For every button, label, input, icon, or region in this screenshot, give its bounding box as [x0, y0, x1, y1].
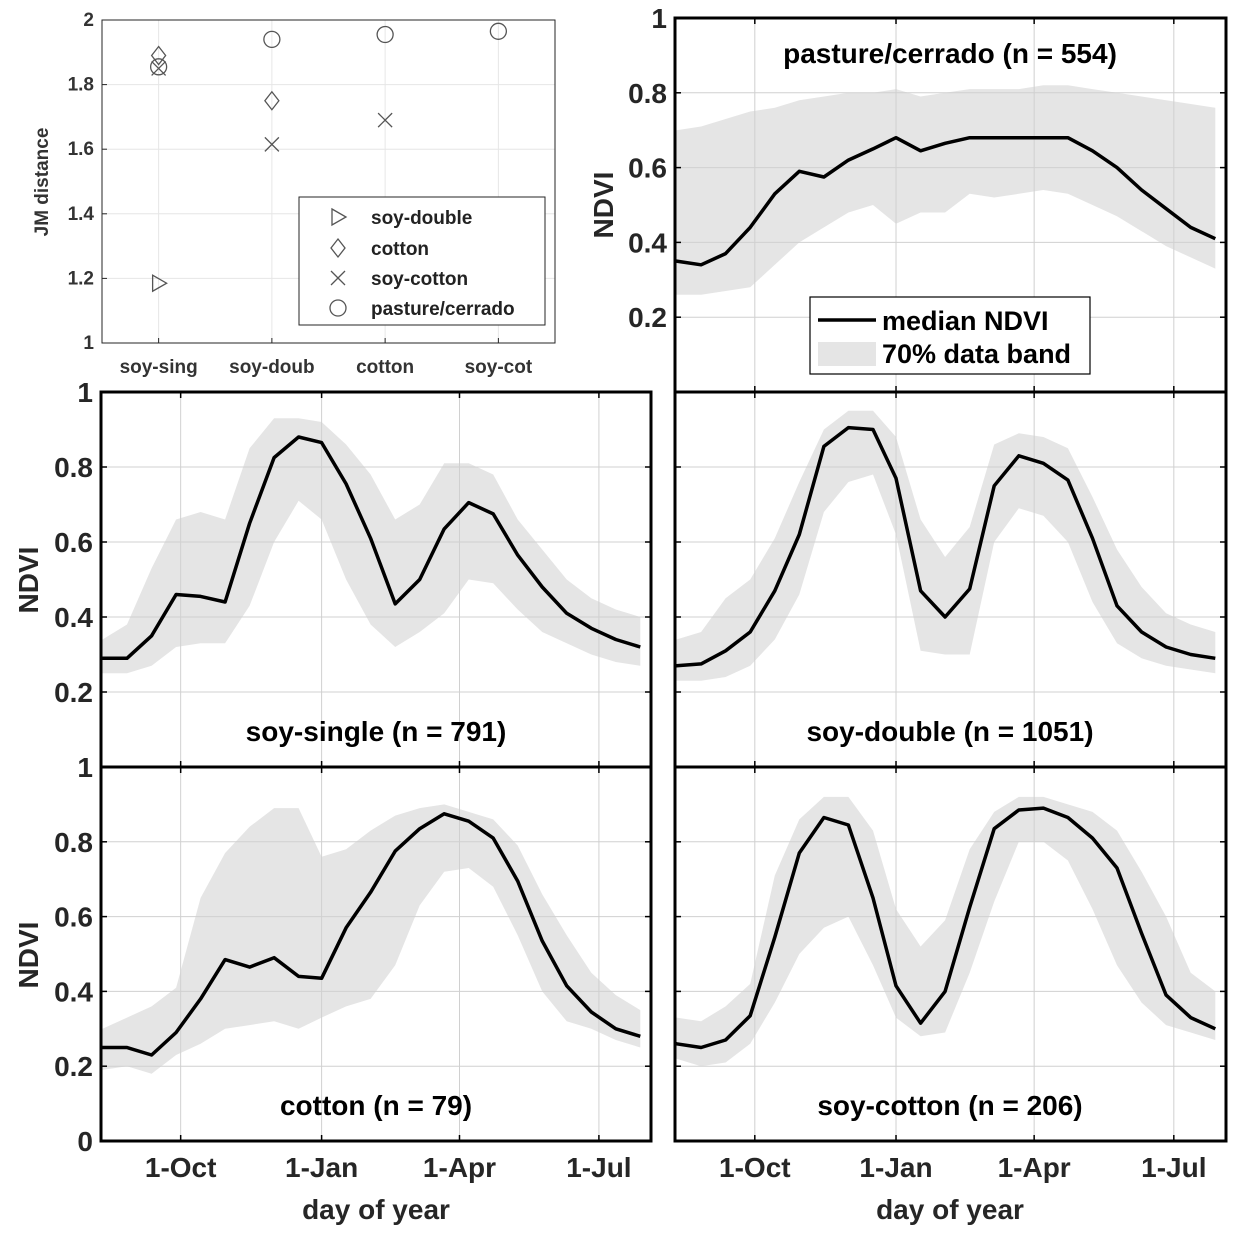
cotton-data-band — [101, 804, 641, 1074]
jm-legend-label-pasture-cerrado: pasture/cerrado — [371, 299, 515, 320]
pasture-ytick-label: 0.2 — [628, 302, 667, 333]
legend-band-label: 70% data band — [882, 339, 1071, 369]
jm-legend-label-soy-double: soy-double — [371, 208, 472, 229]
jm-legend-label-cotton: cotton — [371, 239, 429, 260]
cotton-panel: cotton (n = 79) NDVI day of year 0 0.2 0.4… — [13, 752, 653, 1225]
jm-point-x — [377, 112, 393, 128]
jm-legend-box — [298, 196, 546, 326]
cotton-title: cotton (n = 79) — [280, 1090, 472, 1121]
soy-double-median-line — [675, 425, 1216, 668]
soy-double-data-band — [675, 410, 1216, 681]
pasture-legend: median NDVI 70% data band — [809, 296, 1091, 375]
cotton-median-line — [101, 812, 641, 1057]
jm-point-circle — [263, 30, 281, 49]
cotton-ylabel: NDVI — [13, 922, 44, 989]
pasture-ytick-label: 1 — [651, 3, 667, 34]
cotton-frame-overlay — [99, 765, 653, 1143]
pasture-ytick-label: 0.8 — [628, 78, 667, 109]
cotton-ytick-label: 0.8 — [54, 827, 93, 858]
jm-point-diamond — [264, 90, 280, 111]
jm-axes-frame — [101, 19, 556, 344]
jm-ylabel: JM distance — [32, 128, 53, 237]
soy-single-ytick-label: 0.6 — [54, 527, 93, 558]
cotton-xtick-label: 1-Oct — [145, 1152, 217, 1183]
jm-point-circle — [149, 58, 168, 76]
soy-single-data-band — [101, 418, 641, 674]
jm-ytick-label: 1.6 — [68, 139, 94, 160]
jm-point-x — [264, 136, 280, 152]
pasture-title: pasture/cerrado (n = 554) — [783, 38, 1117, 69]
soy-cotton-data-band — [675, 796, 1216, 1067]
jm-points — [149, 22, 508, 293]
cotton-ytick-label: 0.2 — [54, 1051, 93, 1082]
jm-legend-label-soy-cotton: soy-cotton — [371, 269, 468, 290]
soy-single-median-line — [101, 435, 641, 661]
soy-cotton-frame-overlay — [673, 765, 1228, 1143]
jm-point-diamond — [150, 45, 167, 66]
soy-cotton-xtick-label: 1-Jan — [859, 1152, 932, 1183]
soy-single-ytick-label: 0.2 — [54, 677, 93, 708]
jm-ytick-label: 1.2 — [68, 268, 94, 289]
cotton-ytick-label: 1 — [77, 752, 93, 783]
jm-distance-panel: JM distance soy-sing soy-doub cotton soy-co… — [32, 10, 556, 378]
jm-legend: soy-double cotton soy-cotton pasture/cer… — [298, 196, 546, 326]
soy-cotton-xtick-label: 1-Oct — [719, 1152, 791, 1183]
legend-median-label: median NDVI — [882, 306, 1049, 336]
jm-legend-marker-x — [330, 270, 346, 286]
jm-ytick-label: 2 — [83, 10, 94, 31]
jm-legend-marker-diamond — [330, 237, 346, 259]
legend-band-swatch — [818, 342, 876, 366]
cotton-ytick-label: 0.6 — [54, 902, 93, 933]
jm-xtick-label: cotton — [356, 357, 414, 378]
cotton-xtick-label: 1-Apr — [423, 1152, 496, 1183]
soy-single-ytick-label: 0.8 — [54, 452, 93, 483]
pasture-ylabel: NDVI — [588, 172, 619, 239]
soy-cotton-title: soy-cotton (n = 206) — [817, 1090, 1082, 1121]
cotton-plot-area — [99, 765, 653, 1143]
jm-ytick-label: 1 — [83, 333, 94, 354]
soy-single-title: soy-single (n = 791) — [246, 716, 507, 747]
jm-xtick-label: soy-sing — [120, 357, 198, 378]
cotton-ytick-label: 0 — [77, 1126, 93, 1157]
pasture-median-line — [675, 135, 1217, 267]
soy-cotton-xtick-label: 1-Apr — [998, 1152, 1071, 1183]
soy-single-ytick-label: 1 — [77, 377, 93, 408]
jm-point-circle — [376, 25, 394, 44]
soy-double-title: soy-double (n = 1051) — [806, 716, 1093, 747]
cotton-xtick-label: 1-Jul — [566, 1152, 631, 1183]
jm-xtick-label: soy-doub — [229, 357, 315, 378]
cotton-xlabel: day of year — [302, 1194, 450, 1225]
jm-xtick-label: soy-cot — [465, 357, 533, 378]
cotton-ytick-label: 0.4 — [54, 976, 93, 1007]
jm-legend-marker-triangle-right — [331, 207, 348, 227]
soy-cotton-xlabel: day of year — [876, 1194, 1024, 1225]
soy-single-ylabel: NDVI — [13, 547, 44, 614]
soy-cotton-median-line — [675, 806, 1217, 1050]
jm-ytick-label: 1.4 — [68, 204, 95, 225]
pasture-ytick-label: 0.6 — [628, 153, 667, 184]
pasture-ytick-label: 0.4 — [628, 227, 667, 258]
soy-cotton-xtick-label: 1-Jul — [1141, 1152, 1206, 1183]
jm-point-circle — [489, 22, 508, 40]
jm-point-triangle-right — [151, 274, 168, 293]
pasture-data-band — [675, 85, 1216, 295]
jm-ytick-label: 1.8 — [68, 75, 94, 96]
soy-single-ytick-label: 0.4 — [54, 602, 93, 633]
jm-legend-marker-circle — [329, 299, 347, 317]
cotton-xtick-label: 1-Jan — [285, 1152, 358, 1183]
